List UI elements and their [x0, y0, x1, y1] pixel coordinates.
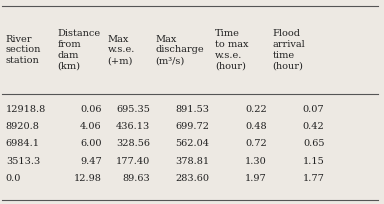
Text: 1.97: 1.97 — [245, 174, 267, 183]
Text: 699.72: 699.72 — [175, 122, 209, 131]
Text: 0.48: 0.48 — [245, 122, 267, 131]
Text: 0.65: 0.65 — [303, 139, 324, 148]
Text: 1.30: 1.30 — [245, 157, 267, 166]
Text: 436.13: 436.13 — [116, 122, 150, 131]
Text: 0.42: 0.42 — [303, 122, 324, 131]
Text: Max
discharge
(m³/s): Max discharge (m³/s) — [156, 35, 204, 65]
Text: 8920.8: 8920.8 — [6, 122, 40, 131]
Text: 891.53: 891.53 — [175, 105, 209, 114]
Text: 0.22: 0.22 — [245, 105, 267, 114]
Text: 1.15: 1.15 — [303, 157, 324, 166]
Text: Time
to max
w.s.e.
(hour): Time to max w.s.e. (hour) — [215, 29, 248, 71]
Text: 378.81: 378.81 — [175, 157, 209, 166]
Text: 177.40: 177.40 — [116, 157, 150, 166]
Text: 89.63: 89.63 — [122, 174, 150, 183]
Text: 1.77: 1.77 — [303, 174, 324, 183]
Text: 3513.3: 3513.3 — [6, 157, 40, 166]
Text: Max
w.s.e.
(+m): Max w.s.e. (+m) — [108, 35, 135, 65]
Text: 6984.1: 6984.1 — [6, 139, 40, 148]
Text: 328.56: 328.56 — [116, 139, 150, 148]
Text: Flood
arrival
time
(hour): Flood arrival time (hour) — [273, 29, 305, 71]
Text: 0.06: 0.06 — [80, 105, 102, 114]
Text: 9.47: 9.47 — [80, 157, 102, 166]
Text: 0.72: 0.72 — [245, 139, 267, 148]
Text: Distance
from
dam
(km): Distance from dam (km) — [58, 29, 101, 71]
Text: 0.0: 0.0 — [6, 174, 21, 183]
Text: 6.00: 6.00 — [80, 139, 102, 148]
Text: 562.04: 562.04 — [175, 139, 209, 148]
Text: 12918.8: 12918.8 — [6, 105, 46, 114]
Text: River
section
station: River section station — [6, 35, 41, 65]
Text: 12.98: 12.98 — [74, 174, 102, 183]
Text: 4.06: 4.06 — [80, 122, 102, 131]
Text: 695.35: 695.35 — [116, 105, 150, 114]
Text: 0.07: 0.07 — [303, 105, 324, 114]
Text: 283.60: 283.60 — [175, 174, 209, 183]
